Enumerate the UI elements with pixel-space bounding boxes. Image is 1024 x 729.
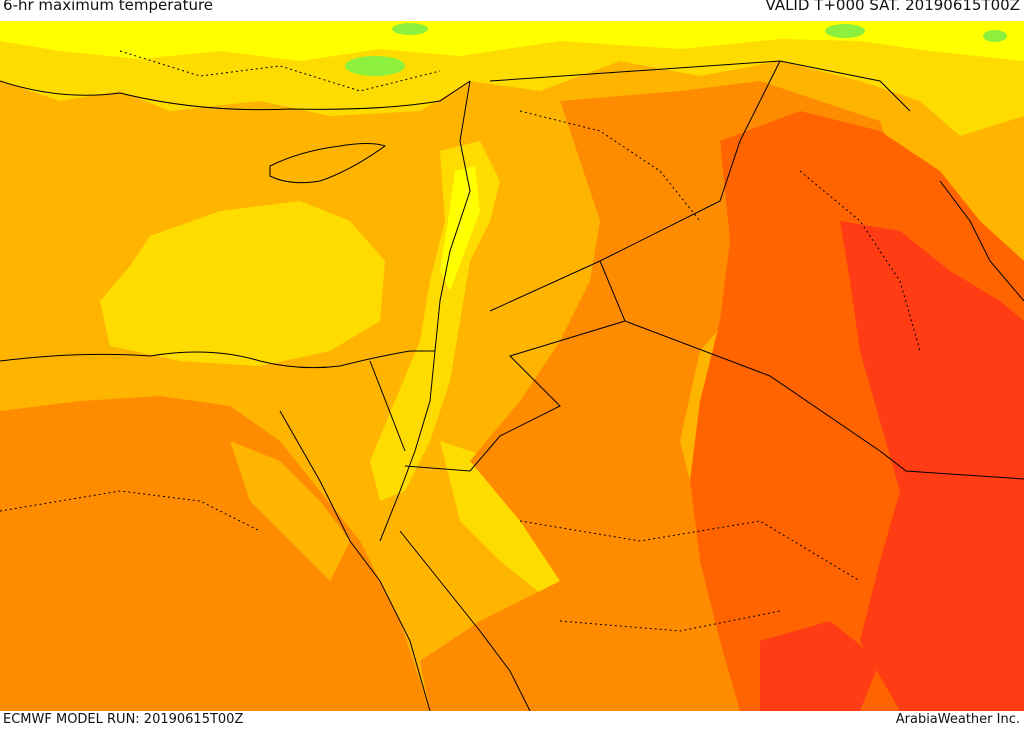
green-patch-north [392, 23, 428, 35]
red-sea-east-coast [399, 530, 531, 711]
green-patch-anatolia [345, 56, 405, 76]
temperature-map [0, 21, 1024, 711]
gulf-coast [939, 180, 1024, 302]
orange-egypt [0, 396, 430, 711]
admin-boundary-egypt [0, 490, 261, 532]
cyprus-coast [269, 143, 387, 184]
red-sea-west-coast [279, 410, 431, 711]
admin-boundary-iraq [799, 170, 921, 352]
red-gulf-core [840, 221, 1024, 711]
green-patch-iran [983, 30, 1007, 42]
political-borders [369, 60, 1024, 480]
map-title: 6-hr maximum temperature [3, 0, 214, 14]
map-header: 6-hr maximum temperature VALID T+000 SAT… [0, 0, 1024, 21]
syria-iraq-border [489, 60, 781, 312]
model-run-label: ECMWF MODEL RUN: 20190615T00Z [3, 712, 244, 727]
admin-boundary-saudi-south [559, 610, 781, 632]
syria-turkey-border [489, 60, 911, 112]
credit-label: ArabiaWeather Inc. [895, 712, 1020, 727]
red-southern-patch [760, 621, 880, 711]
admin-boundary-turkey [119, 50, 441, 92]
coastlines [0, 80, 1024, 711]
map-footer: ECMWF MODEL RUN: 20190615T00Z ArabiaWeat… [0, 711, 1024, 729]
light-yellow-north-band [0, 21, 1024, 61]
valid-time-label: VALID T+000 SAT. 20190615T00Z [765, 0, 1020, 14]
light-orange-sinai [230, 441, 350, 581]
green-patch-northeast [825, 24, 865, 38]
admin-boundary-saudi [519, 520, 861, 582]
provincial-borders [0, 50, 921, 632]
admin-boundary-syria [519, 110, 701, 222]
light-yellow-lebanon [440, 166, 480, 291]
yellow-mediterranean-patch [100, 201, 385, 366]
temperature-map-svg [0, 21, 1024, 711]
turkey-south-coast [0, 80, 471, 111]
egypt-north-coast [0, 350, 435, 369]
levant-coast [379, 80, 471, 542]
saudi-iraq-border [624, 320, 1024, 480]
egypt-israel-border [369, 360, 406, 452]
